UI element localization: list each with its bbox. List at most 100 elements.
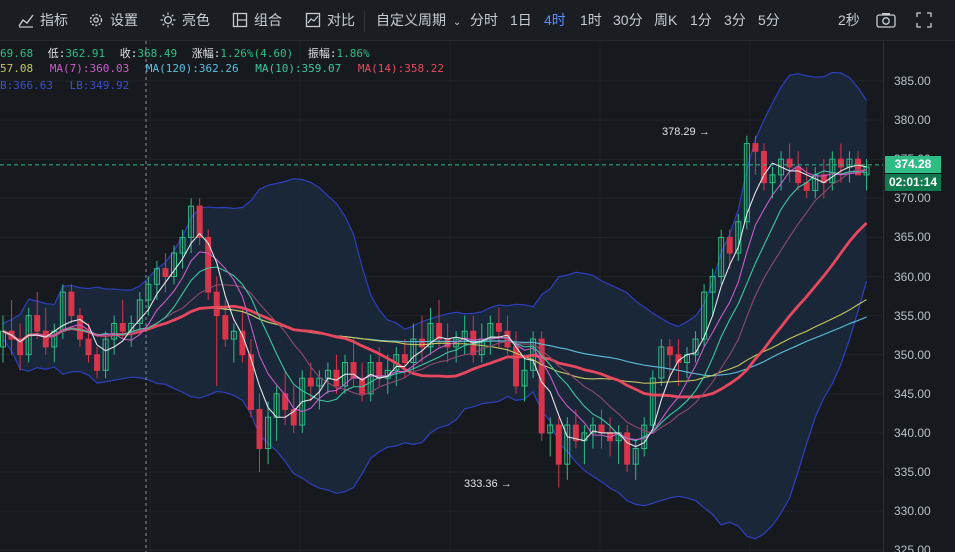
- candle-body: [427, 322, 434, 348]
- period-tab-week[interactable]: 周K: [654, 0, 677, 41]
- candle-body: [658, 346, 665, 379]
- candle-body: [418, 338, 425, 348]
- y-tick-label: 330.00: [894, 504, 931, 519]
- ma7-line: [2, 165, 867, 441]
- candle-body: [179, 236, 186, 254]
- candle-body: [367, 362, 374, 395]
- ma14-value: MA(14):358.22: [357, 62, 445, 75]
- candle-body: [547, 424, 554, 434]
- candle-body: [555, 424, 562, 465]
- candle-body: [153, 268, 160, 285]
- candle-body: [205, 236, 212, 293]
- fullscreen-icon: [916, 12, 932, 28]
- ma120-value: MA(120):362.26: [145, 62, 239, 75]
- ub-value: B:366.63: [0, 79, 53, 92]
- y-tick-label: 365.00: [894, 230, 931, 245]
- candle-body: [709, 276, 716, 293]
- candle-body: [726, 236, 733, 254]
- crosshair: [0, 41, 883, 552]
- candle-body: [350, 362, 357, 379]
- candle-body: [837, 158, 844, 168]
- candle-body: [538, 338, 545, 434]
- period-label: 周K: [654, 12, 678, 28]
- amplitude-label: 振幅:: [307, 47, 337, 60]
- period-tab-4h[interactable]: 4时: [544, 0, 566, 41]
- candle-body: [718, 236, 725, 277]
- custom-period-dropdown[interactable]: 自定义周期 ⌄: [376, 0, 461, 41]
- candle-body: [743, 143, 750, 223]
- band-lower: [2, 281, 868, 540]
- settings-label: 设置: [110, 12, 138, 28]
- candle-body: [572, 424, 579, 442]
- amplitude-value: 1.86%: [336, 47, 370, 60]
- low-annotation: 333.36 →: [464, 477, 512, 490]
- layout-icon: [232, 12, 248, 28]
- open-value: 69.68: [0, 47, 34, 60]
- period-tab-fenshi[interactable]: 分时: [470, 0, 498, 41]
- candle-body: [222, 315, 229, 340]
- candle-body: [42, 330, 49, 348]
- candle-body: [701, 291, 708, 340]
- period-tab-1m[interactable]: 1分: [690, 0, 712, 41]
- custom-period-label: 自定义周期: [376, 12, 446, 28]
- low-label: 低:: [47, 47, 66, 60]
- y-tick-label: 370.00: [894, 191, 931, 206]
- last-price-tag: 374.28: [885, 155, 941, 173]
- candle-body: [564, 424, 571, 465]
- candle-body: [692, 338, 699, 356]
- period-tab-3m[interactable]: 3分: [724, 0, 746, 41]
- theme-label: 亮色: [182, 12, 210, 28]
- period-label: 1日: [510, 12, 532, 28]
- chevron-down-icon: ⌄: [452, 17, 462, 28]
- candle-body: [666, 346, 673, 356]
- indicators-icon: [18, 14, 34, 28]
- refresh-label: 2秒: [838, 12, 860, 28]
- camera-icon: [876, 13, 896, 28]
- refresh-interval[interactable]: 2秒: [838, 0, 860, 41]
- countdown-tag: 02:01:14: [885, 173, 941, 191]
- ma10-value: MA(10):359.07: [255, 62, 342, 75]
- period-label: 30分: [613, 12, 643, 28]
- ma-white-line: [2, 162, 867, 448]
- period-label: 分时: [470, 12, 498, 28]
- y-tick-label: 345.00: [894, 386, 931, 401]
- period-tab-30m[interactable]: 30分: [613, 0, 643, 41]
- y-tick-label: 350.00: [894, 347, 931, 362]
- band-upper: [2, 71, 868, 330]
- period-label: 1时: [580, 12, 602, 28]
- gear-icon: [89, 13, 103, 27]
- period-tab-1d[interactable]: 1日: [510, 0, 532, 41]
- period-tab-1h[interactable]: 1时: [580, 0, 602, 41]
- candle-body: [128, 322, 135, 332]
- combine-label: 组合: [254, 12, 282, 28]
- candle-body: [624, 432, 631, 465]
- moving-averages: [2, 162, 868, 448]
- candle-body: [598, 424, 605, 434]
- candle-body: [769, 174, 776, 184]
- candle-body: [786, 158, 793, 168]
- high-annotation-value: 378.29: [662, 126, 696, 139]
- high-annotation: 378.29 →: [662, 126, 710, 139]
- candle-body: [85, 338, 92, 356]
- period-tab-5m[interactable]: 5分: [758, 0, 780, 41]
- candle-body: [230, 330, 237, 340]
- candle-body: [521, 369, 528, 387]
- candle-body: [401, 354, 408, 364]
- candle-body: [307, 377, 314, 387]
- band-row: B:366.63 LB:349.92: [0, 79, 129, 92]
- y-tick-label: 355.00: [894, 308, 931, 323]
- sun-icon: [160, 12, 176, 28]
- y-tick-label: 335.00: [894, 465, 931, 479]
- candle-body: [752, 143, 759, 152]
- y-tick-label: 340.00: [894, 425, 931, 440]
- candle-body: [119, 322, 126, 332]
- indicators-label: 指标: [40, 12, 68, 28]
- candle-body: [333, 369, 340, 387]
- candle-body: [829, 158, 836, 184]
- candle-body: [436, 322, 443, 340]
- candle-body: [76, 315, 83, 340]
- period-label: 3分: [724, 12, 746, 28]
- low-annotation-value: 333.36: [464, 477, 498, 490]
